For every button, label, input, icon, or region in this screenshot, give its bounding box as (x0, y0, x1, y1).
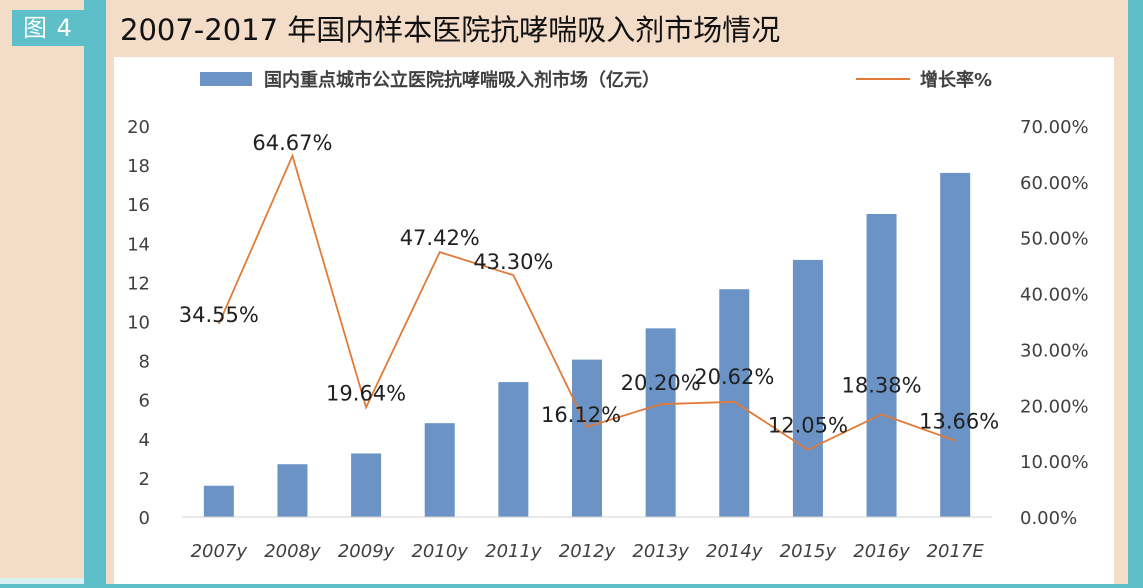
growth-data-label: 47.42% (400, 226, 480, 250)
x-tick-label: 2015y (780, 541, 837, 562)
legend-line-label: 增长率% (920, 69, 992, 91)
bar-2013y (645, 328, 676, 517)
bar-2010y (424, 423, 455, 517)
x-tick-label: 2012y (559, 541, 616, 562)
growth-data-label: 13.66% (919, 410, 999, 434)
page-title: 2007-2017 年国内样本医院抗哮喘吸入剂市场情况 (120, 13, 781, 47)
header: 2007-2017 年国内样本医院抗哮喘吸入剂市场情况 (106, 0, 1128, 55)
y-right-tick-label: 50.00% (1020, 229, 1089, 250)
x-tick-label: 2007y (191, 541, 248, 562)
growth-data-label: 20.62% (694, 365, 774, 389)
bar-2011y (498, 382, 529, 517)
figure-label: 图 4 (12, 10, 84, 46)
left-panel: 图 4 (0, 0, 84, 584)
growth-data-label: 34.55% (179, 303, 259, 327)
y-right-tick-label: 20.00% (1020, 396, 1089, 417)
x-tick-label: 2017E (927, 541, 985, 562)
bar-2012y (572, 359, 602, 517)
x-tick-label: 2009y (338, 541, 395, 562)
growth-data-label: 19.64% (326, 381, 406, 405)
bar-2007y (203, 485, 234, 517)
growth-data-label: 16.12% (541, 403, 621, 427)
y-left-tick-label: 12 (127, 273, 150, 294)
y-left-tick-label: 0 (139, 508, 150, 529)
y-left-tick-label: 2 (139, 469, 150, 490)
x-tick-label: 2011y (485, 541, 542, 562)
y-right-tick-label: 0.00% (1020, 508, 1077, 529)
growth-rate-line (217, 153, 956, 451)
growth-data-label: 43.30% (473, 250, 553, 274)
y-left-tick-label: 4 (139, 430, 150, 451)
y-left-tick-label: 20 (127, 117, 150, 138)
chart-area: 0 2 4 6 8 10 12 14 16 18 20 0.00% 10.00% 20.00% 30.00%… (114, 57, 1114, 584)
legend-bar-label: 国内重点城市公立医院抗哮喘吸入剂市场（亿元） (264, 69, 660, 91)
y-left-tick-label: 18 (127, 156, 150, 177)
y-left-tick-label: 10 (127, 313, 150, 334)
x-tick-label: 2008y (264, 541, 321, 562)
bar-2016y (866, 213, 897, 517)
y-left-tick-label: 8 (139, 352, 150, 373)
y-right-tick-label: 70.00% (1020, 117, 1089, 138)
combo-chart: 0 2 4 6 8 10 12 14 16 18 20 0.00% 10.00% 20.00% 30.00%… (127, 69, 1089, 562)
growth-data-label: 20.20% (621, 371, 701, 395)
legend-bar-swatch (200, 72, 252, 86)
bar-2015y (792, 259, 823, 517)
bottom-stripe (0, 578, 84, 584)
y-right-tick-label: 40.00% (1020, 285, 1089, 306)
bar-2008y (277, 464, 308, 517)
y-right-tick-label: 10.00% (1020, 452, 1089, 473)
x-tick-label: 2016y (853, 541, 910, 562)
y-left-tick-label: 6 (139, 391, 150, 412)
right-bar (1128, 0, 1143, 584)
growth-data-label: 12.05% (768, 414, 848, 438)
bar-2017E (940, 172, 971, 518)
growth-data-label: 64.67% (252, 131, 332, 155)
bar-2014y (719, 289, 750, 517)
y-left-tick-label: 16 (127, 195, 150, 216)
x-tick-label: 2010y (411, 541, 468, 562)
growth-data-label: 18.38% (842, 373, 922, 397)
divider-bar (84, 0, 106, 584)
y-left-tick-label: 14 (127, 234, 150, 255)
y-right-tick-label: 30.00% (1020, 340, 1089, 361)
x-tick-label: 2013y (632, 541, 689, 562)
y-right-tick-label: 60.00% (1020, 173, 1089, 194)
bar-2009y (351, 453, 382, 517)
x-tick-label: 2014y (706, 541, 763, 562)
